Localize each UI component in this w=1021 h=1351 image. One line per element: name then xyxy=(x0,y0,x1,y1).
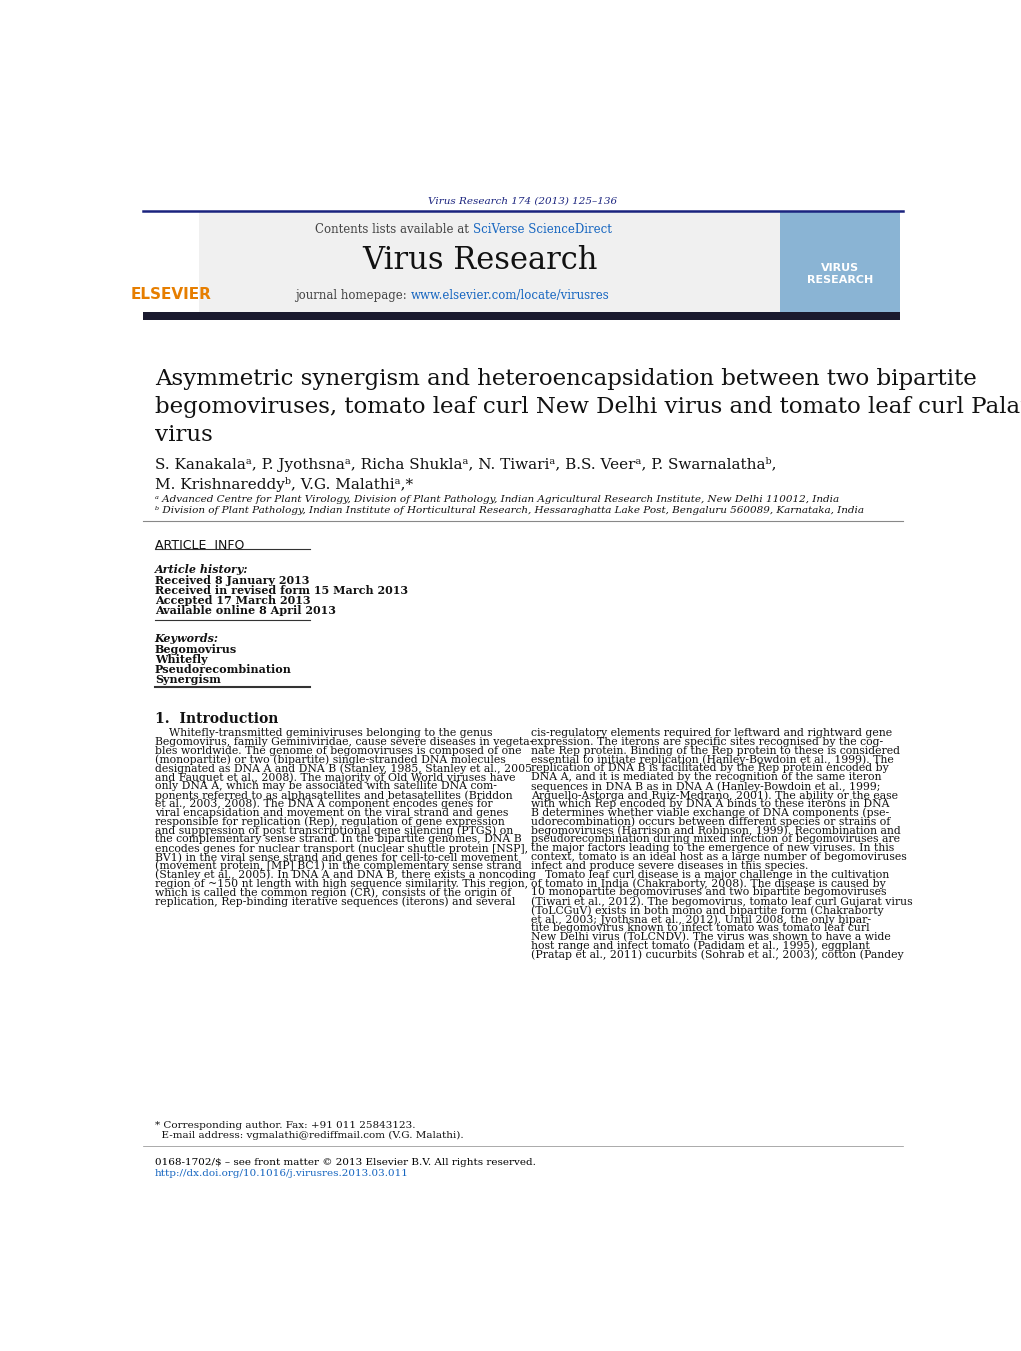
Text: only DNA A, which may be associated with satellite DNA com-: only DNA A, which may be associated with… xyxy=(155,781,496,792)
Text: Synergism: Synergism xyxy=(155,674,221,685)
Text: udorecombination) occurs between different species or strains of: udorecombination) occurs between differe… xyxy=(531,816,890,827)
Text: Keywords:: Keywords: xyxy=(155,634,218,644)
Text: infect and produce severe diseases in this species.: infect and produce severe diseases in th… xyxy=(531,861,808,871)
Text: Asymmetric synergism and heteroencapsidation between two bipartite
begomoviruses: Asymmetric synergism and heteroencapsida… xyxy=(155,369,1021,446)
FancyBboxPatch shape xyxy=(184,212,780,316)
Text: Tomato leaf curl disease is a major challenge in the cultivation: Tomato leaf curl disease is a major chal… xyxy=(531,870,889,880)
Text: with which Rep encoded by DNA A binds to these iterons in DNA: with which Rep encoded by DNA A binds to… xyxy=(531,798,889,809)
Text: the complementary sense strand. In the bipartite genomes, DNA B: the complementary sense strand. In the b… xyxy=(155,835,522,844)
Text: Begomovirus: Begomovirus xyxy=(155,644,237,655)
Text: Whitefly: Whitefly xyxy=(155,654,207,665)
Text: ᵇ Division of Plant Pathology, Indian Institute of Horticultural Research, Hessa: ᵇ Division of Plant Pathology, Indian In… xyxy=(155,507,864,515)
Text: Virus Research: Virus Research xyxy=(362,245,598,276)
Text: 0168-1702/$ – see front matter © 2013 Elsevier B.V. All rights reserved.: 0168-1702/$ – see front matter © 2013 El… xyxy=(155,1158,536,1167)
Text: BV1) in the viral sense strand and genes for cell-to-cell movement: BV1) in the viral sense strand and genes… xyxy=(155,852,518,862)
Text: tite begomovirus known to infect tomato was tomato leaf curl: tite begomovirus known to infect tomato … xyxy=(531,923,869,934)
Text: which is called the common region (CR), consists of the origin of: which is called the common region (CR), … xyxy=(155,888,510,898)
Text: of tomato in India (Chakraborty, 2008). The disease is caused by: of tomato in India (Chakraborty, 2008). … xyxy=(531,878,885,889)
Text: and suppression of post transcriptional gene silencing (PTGS) on: and suppression of post transcriptional … xyxy=(155,825,513,836)
Text: ᵃ Advanced Centre for Plant Virology, Division of Plant Pathology, Indian Agricu: ᵃ Advanced Centre for Plant Virology, Di… xyxy=(155,494,839,504)
Text: (Tiwari et al., 2012). The begomovirus, tomato leaf curl Gujarat virus: (Tiwari et al., 2012). The begomovirus, … xyxy=(531,896,912,907)
Text: nate Rep protein. Binding of the Rep protein to these is considered: nate Rep protein. Binding of the Rep pro… xyxy=(531,746,900,755)
Text: et al., 2003; Jyothsna et al., 2012). Until 2008, the only bipar-: et al., 2003; Jyothsna et al., 2012). Un… xyxy=(531,915,871,924)
Text: host range and infect tomato (Padidam et al., 1995), eggplant: host range and infect tomato (Padidam et… xyxy=(531,940,869,951)
Text: ARTICLE  INFO: ARTICLE INFO xyxy=(155,539,244,553)
Text: context, tomato is an ideal host as a large number of begomoviruses: context, tomato is an ideal host as a la… xyxy=(531,852,907,862)
Text: Contents lists available at: Contents lists available at xyxy=(314,223,473,235)
Text: ELSEVIER: ELSEVIER xyxy=(131,286,211,303)
Text: Begomovirus, family Geminiviridae, cause severe diseases in vegeta-: Begomovirus, family Geminiviridae, cause… xyxy=(155,736,533,747)
Text: 1.  Introduction: 1. Introduction xyxy=(155,712,278,725)
Text: SciVerse ScienceDirect: SciVerse ScienceDirect xyxy=(473,223,612,235)
Text: * Corresponding author. Fax: +91 011 25843123.
  E-mail address: vgmalathi@redif: * Corresponding author. Fax: +91 011 258… xyxy=(155,1121,464,1140)
Text: DNA A, and it is mediated by the recognition of the same iteron: DNA A, and it is mediated by the recogni… xyxy=(531,773,881,782)
Text: New Delhi virus (ToLCNDV). The virus was shown to have a wide: New Delhi virus (ToLCNDV). The virus was… xyxy=(531,932,890,942)
Text: Available online 8 April 2013: Available online 8 April 2013 xyxy=(155,605,336,616)
Text: bles worldwide. The genome of begomoviruses is composed of one: bles worldwide. The genome of begomoviru… xyxy=(155,746,522,755)
Text: (monopartite) or two (bipartite) single-stranded DNA molecules: (monopartite) or two (bipartite) single-… xyxy=(155,755,505,765)
Text: VIRUS
RESEARCH: VIRUS RESEARCH xyxy=(807,263,873,285)
Text: Article history:: Article history: xyxy=(155,565,248,576)
Text: cis-regulatory elements required for leftward and rightward gene: cis-regulatory elements required for lef… xyxy=(531,728,891,738)
Text: Virus Research 174 (2013) 125–136: Virus Research 174 (2013) 125–136 xyxy=(429,196,618,205)
Text: the major factors leading to the emergence of new viruses. In this: the major factors leading to the emergen… xyxy=(531,843,893,854)
Text: designated as DNA A and DNA B (Stanley, 1985, Stanley et al., 2005: designated as DNA A and DNA B (Stanley, … xyxy=(155,763,532,774)
Text: (Pratap et al., 2011) cucurbits (Sohrab et al., 2003), cotton (Pandey: (Pratap et al., 2011) cucurbits (Sohrab … xyxy=(531,950,904,961)
Text: responsible for replication (Rep), regulation of gene expression: responsible for replication (Rep), regul… xyxy=(155,816,504,827)
Text: replication of DNA B is facilitated by the Rep protein encoded by: replication of DNA B is facilitated by t… xyxy=(531,763,888,774)
Text: region of ~150 nt length with high sequence similarity. This region,: region of ~150 nt length with high seque… xyxy=(155,878,528,889)
Text: and Fauquet et al., 2008). The majority of Old World viruses have: and Fauquet et al., 2008). The majority … xyxy=(155,773,516,784)
FancyBboxPatch shape xyxy=(143,212,199,316)
Text: Received in revised form 15 March 2013: Received in revised form 15 March 2013 xyxy=(155,585,407,596)
Text: 10 monopartite begomoviruses and two bipartite begomoviruses: 10 monopartite begomoviruses and two bip… xyxy=(531,888,886,897)
FancyBboxPatch shape xyxy=(143,312,901,320)
Text: encodes genes for nuclear transport (nuclear shuttle protein [NSP],: encodes genes for nuclear transport (nuc… xyxy=(155,843,528,854)
Text: journal homepage:: journal homepage: xyxy=(295,289,410,301)
Text: sequences in DNA B as in DNA A (Hanley-Bowdoin et al., 1999;: sequences in DNA B as in DNA A (Hanley-B… xyxy=(531,781,880,792)
Text: www.elsevier.com/locate/virusres: www.elsevier.com/locate/virusres xyxy=(410,289,610,301)
Text: expression. The iterons are specific sites recognised by the cog-: expression. The iterons are specific sit… xyxy=(531,736,883,747)
Text: (Stanley et al., 2005). In DNA A and DNA B, there exists a noncoding: (Stanley et al., 2005). In DNA A and DNA… xyxy=(155,870,536,881)
Text: Received 8 January 2013: Received 8 January 2013 xyxy=(155,574,309,586)
Text: begomoviruses (Harrison and Robinson, 1999). Recombination and: begomoviruses (Harrison and Robinson, 19… xyxy=(531,825,901,836)
Text: (movement protein, [MP] BC1) in the complementary sense strand: (movement protein, [MP] BC1) in the comp… xyxy=(155,861,522,871)
Text: Pseudorecombination: Pseudorecombination xyxy=(155,665,292,676)
Text: Accepted 17 March 2013: Accepted 17 March 2013 xyxy=(155,594,310,605)
Text: http://dx.doi.org/10.1016/j.virusres.2013.03.011: http://dx.doi.org/10.1016/j.virusres.201… xyxy=(155,1169,408,1178)
Text: et al., 2003, 2008). The DNA A component encodes genes for: et al., 2003, 2008). The DNA A component… xyxy=(155,798,492,809)
Text: replication, Rep-binding iterative sequences (iterons) and several: replication, Rep-binding iterative seque… xyxy=(155,896,516,907)
Text: Whitefly-transmitted geminiviruses belonging to the genus: Whitefly-transmitted geminiviruses belon… xyxy=(155,728,492,738)
Text: (ToLCGuV) exists in both mono and bipartite form (Chakraborty: (ToLCGuV) exists in both mono and bipart… xyxy=(531,905,883,916)
Text: B determines whether viable exchange of DNA components (pse-: B determines whether viable exchange of … xyxy=(531,808,888,819)
Text: ponents referred to as alphasatellites and betasatellites (Briddon: ponents referred to as alphasatellites a… xyxy=(155,790,513,801)
Text: viral encapsidation and movement on the viral strand and genes: viral encapsidation and movement on the … xyxy=(155,808,508,817)
Text: pseudorecombination during mixed infection of begomoviruses are: pseudorecombination during mixed infecti… xyxy=(531,835,900,844)
Text: S. Kanakalaᵃ, P. Jyothsnaᵃ, Richa Shuklaᵃ, N. Tiwariᵃ, B.S. Veerᵃ, P. Swarnalath: S. Kanakalaᵃ, P. Jyothsnaᵃ, Richa Shukla… xyxy=(155,457,776,492)
FancyBboxPatch shape xyxy=(780,212,901,316)
Text: Arguello-Astorga and Ruiz-Medrano, 2001). The ability or the ease: Arguello-Astorga and Ruiz-Medrano, 2001)… xyxy=(531,790,897,801)
Text: essential to initiate replication (Hanley-Bowdoin et al., 1999). The: essential to initiate replication (Hanle… xyxy=(531,755,893,765)
